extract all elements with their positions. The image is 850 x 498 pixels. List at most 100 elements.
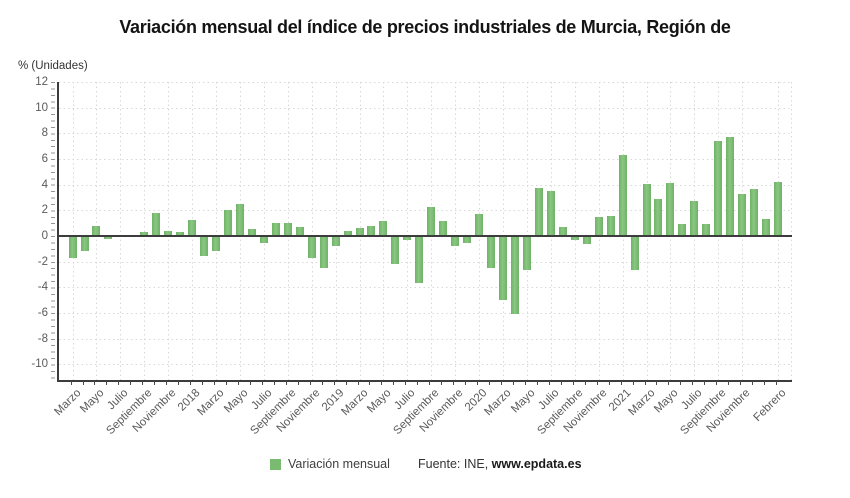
bar bbox=[176, 232, 185, 236]
y-tick-label: 2 bbox=[41, 204, 48, 217]
y-tick-label: -10 bbox=[31, 358, 48, 371]
bar bbox=[307, 237, 316, 258]
bar bbox=[534, 187, 543, 236]
x-axis-tick bbox=[142, 381, 144, 385]
gridline-v bbox=[216, 82, 217, 380]
x-axis-tick bbox=[166, 381, 168, 385]
gridline-h bbox=[59, 159, 792, 160]
bar bbox=[618, 155, 627, 236]
bar bbox=[475, 214, 484, 236]
gridline-v bbox=[144, 82, 146, 380]
y-tick-label: -8 bbox=[37, 332, 48, 345]
x-axis-tick bbox=[524, 381, 526, 385]
x-tick-label: Mayo bbox=[652, 387, 681, 416]
bar bbox=[68, 237, 77, 259]
source-text: Fuente: INE, www.epdata.es bbox=[418, 457, 582, 471]
x-axis-tick bbox=[465, 381, 467, 385]
bar bbox=[259, 237, 268, 243]
x-axis-tick bbox=[82, 381, 84, 385]
bar bbox=[582, 237, 591, 245]
x-axis-tick bbox=[214, 381, 215, 385]
gridline-v bbox=[72, 82, 74, 380]
bar bbox=[678, 224, 687, 236]
chart-title: Variación mensual del índice de precios … bbox=[119, 17, 731, 37]
y-tick-label: -6 bbox=[37, 307, 48, 319]
x-axis-tick bbox=[441, 381, 443, 385]
bar bbox=[594, 216, 603, 236]
legend-label: Variación mensual bbox=[288, 457, 390, 471]
x-axis-tick bbox=[309, 381, 311, 385]
bar bbox=[80, 237, 89, 252]
x-axis-tick bbox=[381, 381, 383, 385]
epdata-brand[interactable]: www.epdata.es bbox=[491, 457, 582, 471]
gridline-v bbox=[455, 82, 457, 380]
bar bbox=[427, 207, 436, 236]
x-axis-tick bbox=[572, 381, 574, 385]
x-axis-tick bbox=[226, 381, 227, 385]
bar bbox=[200, 237, 208, 256]
bar bbox=[343, 230, 352, 236]
bar bbox=[271, 223, 280, 236]
y-axis-unit-label: % (Unidades) bbox=[18, 60, 88, 72]
bar bbox=[247, 228, 256, 236]
bar bbox=[439, 221, 448, 236]
zero-line bbox=[59, 235, 792, 237]
x-axis-tick bbox=[536, 381, 538, 385]
x-axis-tick bbox=[776, 381, 777, 385]
bar bbox=[283, 222, 292, 236]
x-axis-tick bbox=[716, 381, 718, 385]
x-axis-tick bbox=[417, 381, 419, 385]
y-tick-label: 0 bbox=[41, 230, 48, 242]
y-tick-label: 6 bbox=[41, 153, 48, 165]
bar bbox=[355, 227, 364, 236]
x-tick-label: Marzo bbox=[482, 387, 514, 419]
x-tick-label: Mayo bbox=[365, 387, 394, 416]
gridline-h bbox=[59, 107, 792, 109]
x-axis-tick bbox=[249, 381, 251, 385]
legend-item[interactable]: Variación mensual bbox=[270, 457, 390, 471]
gridline-v bbox=[503, 82, 504, 380]
bar bbox=[654, 199, 663, 236]
x-tick-label: Mayo bbox=[509, 387, 538, 416]
bar bbox=[295, 227, 304, 236]
bar bbox=[522, 237, 531, 270]
x-axis-tick bbox=[680, 381, 682, 385]
x-tick-label: Mayo bbox=[78, 387, 107, 416]
bar bbox=[510, 237, 519, 314]
gridline-v bbox=[791, 82, 792, 380]
y-tick-label: -4 bbox=[37, 281, 48, 294]
y-tick-label: 8 bbox=[41, 127, 48, 140]
gridline-v bbox=[574, 82, 576, 380]
bar bbox=[104, 237, 113, 239]
x-axis-tick bbox=[668, 381, 670, 385]
bar bbox=[188, 220, 197, 236]
x-axis-tick bbox=[154, 381, 156, 385]
x-axis-tick bbox=[405, 381, 407, 385]
bar bbox=[379, 221, 388, 236]
bar bbox=[606, 215, 615, 236]
x-axis-tick bbox=[357, 381, 359, 385]
bar bbox=[702, 224, 711, 236]
source-prefix: Fuente: INE, bbox=[418, 457, 489, 471]
gridline-h bbox=[59, 210, 792, 212]
bar bbox=[750, 188, 759, 236]
bar bbox=[152, 212, 161, 236]
x-axis-tick bbox=[560, 381, 562, 385]
legend-swatch bbox=[270, 458, 281, 470]
bar bbox=[212, 237, 220, 252]
x-axis-tick bbox=[297, 381, 299, 385]
x-axis-tick bbox=[453, 381, 455, 385]
bar bbox=[666, 183, 675, 236]
bar bbox=[391, 237, 400, 264]
bar bbox=[690, 201, 699, 236]
gridline-h bbox=[59, 313, 792, 314]
gridline-h bbox=[59, 184, 792, 186]
x-axis-tick bbox=[106, 381, 108, 385]
x-axis-tick bbox=[178, 381, 180, 385]
gridline-v bbox=[335, 82, 337, 380]
bar bbox=[714, 141, 723, 236]
bar bbox=[367, 225, 376, 236]
bar bbox=[499, 237, 507, 300]
bar bbox=[546, 191, 555, 236]
plot-area bbox=[57, 82, 792, 382]
